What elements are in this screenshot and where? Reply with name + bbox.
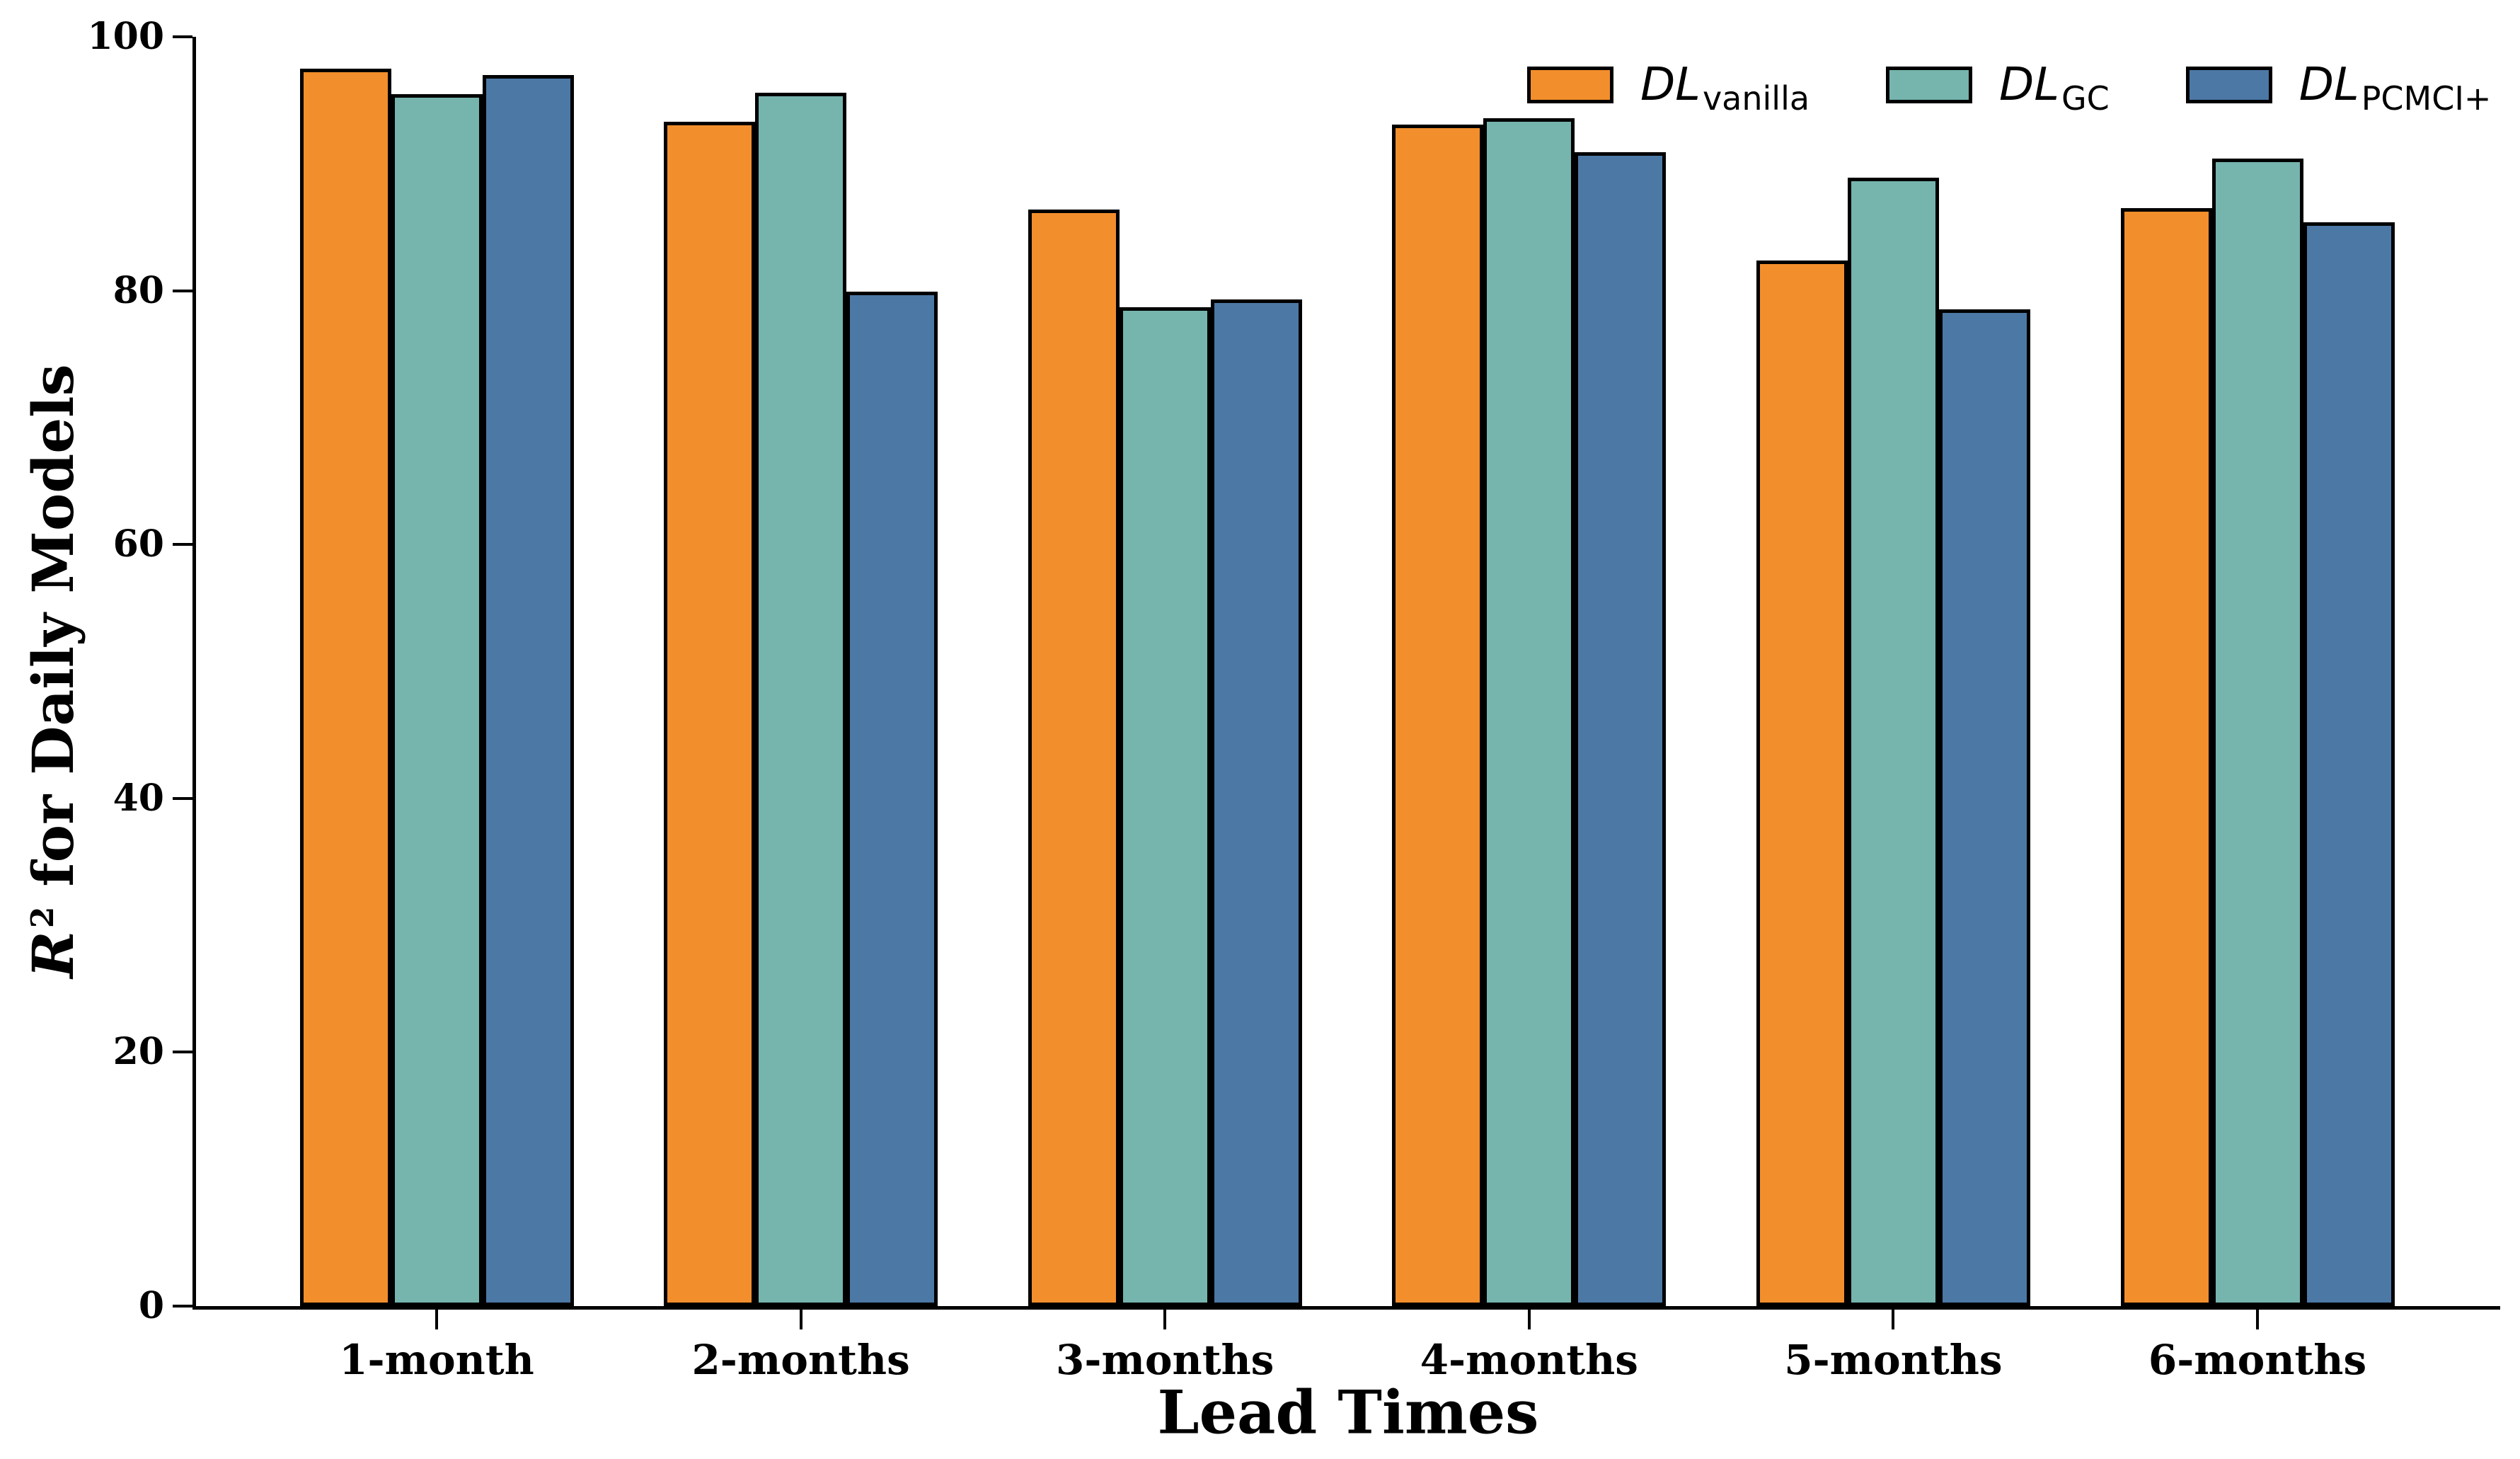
y-tick-label-60: 60: [113, 522, 164, 566]
legend: DLvanilla DLGC DLPCMCI+: [1527, 59, 2492, 115]
y-tick-label-100: 100: [87, 15, 164, 58]
plot-area: [192, 37, 2500, 1310]
y-tick-mark-0: [173, 1305, 192, 1308]
legend-label-sub-DL-vanilla: vanilla: [1702, 79, 1810, 118]
bar-DL-GC-5-months: [1847, 178, 1939, 1306]
y-tick-mark-40: [173, 796, 192, 800]
x-tick-label-2-months: 2-months: [691, 1336, 910, 1384]
y-tick-mark-100: [173, 35, 192, 38]
legend-swatch-DL-vanilla: [1527, 67, 1613, 103]
bar-DL-PCMCI+-6-months: [2303, 222, 2395, 1306]
y-tick-mark-80: [173, 289, 192, 292]
legend-swatch-DL-PCMCI+: [2185, 67, 2272, 103]
y-tick-label-40: 40: [113, 776, 164, 820]
x-tick-mark-3-months: [1163, 1310, 1167, 1329]
bar-DL-GC-3-months: [1119, 307, 1211, 1306]
x-tick-label-4-months: 4-months: [1420, 1336, 1638, 1384]
y-axis-label-superscript: 2: [25, 906, 61, 929]
x-tick-mark-6-months: [2256, 1310, 2259, 1329]
y-tick-label-80: 80: [113, 268, 164, 312]
x-tick-label-1-month: 1-month: [339, 1336, 534, 1384]
legend-label-main-DL-vanilla: DL: [1640, 59, 1701, 111]
bar-DL-vanilla-4-months: [1392, 124, 1484, 1306]
y-tick-mark-60: [173, 543, 192, 547]
bar-DL-PCMCI+-1-month: [482, 74, 574, 1306]
bar-DL-PCMCI+-2-months: [846, 292, 938, 1306]
y-axis-label: R2 for Daily Models: [20, 364, 86, 978]
y-axis-label-text: for Daily Models: [20, 364, 86, 907]
bar-DL-PCMCI+-4-months: [1575, 152, 1667, 1306]
bar-DL-vanilla-1-month: [299, 68, 391, 1306]
legend-label-DL-PCMCI+: DLPCMCI+: [2299, 59, 2492, 115]
x-tick-label-3-months: 3-months: [1056, 1336, 1275, 1384]
legend-label-DL-vanilla: DLvanilla: [1640, 59, 1810, 115]
bar-DL-PCMCI+-3-months: [1210, 299, 1302, 1306]
bar-DL-GC-2-months: [755, 92, 847, 1306]
bar-DL-PCMCI+-5-months: [1938, 309, 2030, 1306]
legend-label-main-DL-PCMCI+: DL: [2299, 59, 2359, 111]
y-tick-mark-20: [173, 1051, 192, 1054]
legend-item-DL-PCMCI+: DLPCMCI+: [2185, 59, 2492, 115]
x-tick-mark-2-months: [799, 1310, 802, 1329]
x-tick-label-5-months: 5-months: [1784, 1336, 2003, 1384]
bar-DL-vanilla-2-months: [664, 122, 756, 1306]
legend-label-main-DL-GC: DL: [1999, 59, 2059, 111]
legend-label-sub-DL-GC: GC: [2061, 79, 2110, 118]
y-axis-label-R: R: [20, 931, 86, 978]
legend-label-DL-GC: DLGC: [1999, 59, 2110, 115]
legend-swatch-DL-GC: [1886, 67, 1973, 103]
x-tick-mark-5-months: [1892, 1310, 1895, 1329]
x-tick-label-6-months: 6-months: [2148, 1336, 2367, 1384]
legend-label-sub-DL-PCMCI+: PCMCI+: [2361, 79, 2492, 118]
x-axis-label: Lead Times: [1157, 1377, 1539, 1448]
bar-DL-GC-4-months: [1483, 118, 1575, 1306]
bar-DL-vanilla-3-months: [1028, 209, 1120, 1306]
x-tick-mark-1-month: [435, 1310, 438, 1329]
bar-DL-GC-1-month: [391, 93, 483, 1306]
bar-DL-vanilla-5-months: [1756, 260, 1848, 1306]
y-tick-label-0: 0: [138, 1284, 164, 1327]
x-tick-mark-4-months: [1527, 1310, 1531, 1329]
bar-DL-vanilla-6-months: [2120, 208, 2212, 1306]
legend-item-DL-vanilla: DLvanilla: [1527, 59, 1810, 115]
bar-DL-GC-6-months: [2211, 159, 2303, 1306]
legend-item-DL-GC: DLGC: [1886, 59, 2110, 115]
y-tick-label-20: 20: [113, 1030, 164, 1074]
